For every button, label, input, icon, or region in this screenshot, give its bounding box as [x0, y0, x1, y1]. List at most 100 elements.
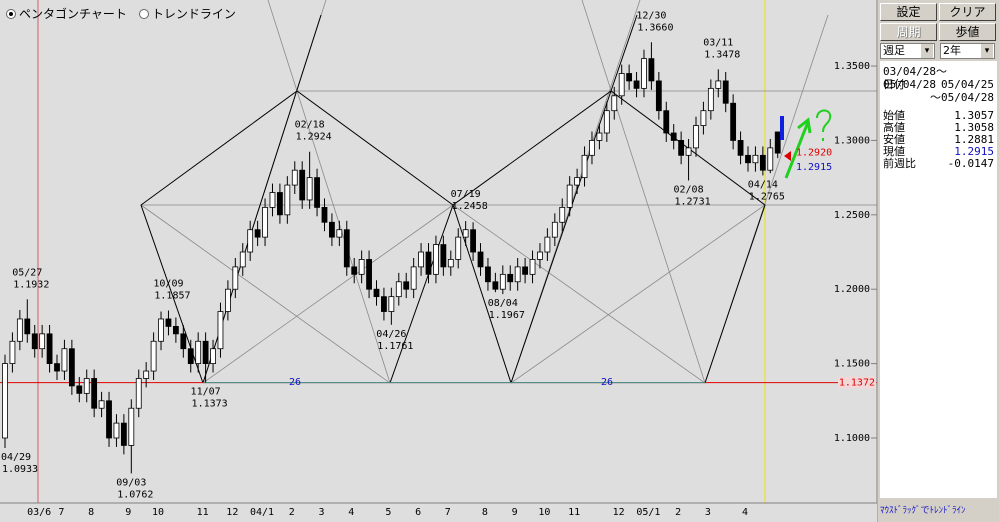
- candle-body: [210, 348, 216, 365]
- candle-body: [470, 229, 476, 253]
- y-tick-label: 1.3500: [834, 61, 870, 72]
- candle-body: [603, 110, 610, 134]
- candle-body: [76, 385, 83, 394]
- candle-body: [447, 259, 454, 268]
- candle-body: [224, 288, 231, 312]
- candle-body: [574, 177, 581, 186]
- candle-body: [596, 132, 603, 141]
- tick-button[interactable]: 歩値: [939, 23, 996, 41]
- annotation-date: 10/09: [153, 278, 183, 289]
- range: 03/04/28～05/04/28: [883, 65, 947, 91]
- price-label: 1.2915: [796, 162, 832, 173]
- date: 05/04/25: [941, 78, 994, 91]
- interval-select[interactable]: 週足: [880, 43, 935, 59]
- x-tick-label: 11: [568, 507, 580, 518]
- annotation-date: 02/18: [295, 120, 325, 131]
- candle-body: [381, 296, 387, 312]
- candle-body: [291, 169, 298, 186]
- quote-value: 1.2881: [954, 133, 994, 146]
- price-label: 1.2920: [796, 147, 832, 158]
- x-tick-label: 7: [445, 507, 451, 518]
- quote-value: -0.0147: [947, 157, 994, 170]
- candle-body: [618, 73, 625, 97]
- candle-body: [329, 221, 335, 238]
- candle-body: [247, 229, 254, 253]
- annotation-date: 05/27: [12, 267, 42, 278]
- candle-body: [670, 132, 677, 141]
- candle-body: [537, 251, 543, 260]
- candle-body: [143, 370, 150, 379]
- range-row: 03/04/28～05/04/28: [883, 65, 994, 91]
- candle-body: [440, 244, 447, 268]
- quote-label: 現値: [883, 145, 905, 158]
- x-tick-label: 4: [742, 507, 748, 518]
- x-tick-label: 10: [152, 507, 164, 518]
- radio-pentagon[interactable]: ペンタゴンチャート: [6, 5, 127, 22]
- date-label: 日付: [883, 78, 905, 91]
- candle-body: [551, 221, 558, 238]
- candles: [2, 42, 781, 474]
- candle-body: [336, 229, 343, 238]
- candle-body: [31, 333, 38, 350]
- candle-body: [351, 266, 358, 275]
- candle-body: [492, 281, 499, 290]
- x-tick-label: 12: [613, 507, 625, 518]
- candle-body: [403, 281, 410, 290]
- candle-body: [120, 422, 127, 446]
- annotation-value: 1.3660: [637, 22, 673, 33]
- annotation-value: 1.1967: [489, 310, 525, 321]
- annotation-value: 1.0933: [2, 464, 38, 475]
- side-panel: 設定 クリア 周期 歩値 週足 2年 03/04/28～05/04/28 日付0…: [878, 0, 999, 522]
- candle-body: [410, 266, 417, 290]
- span-select[interactable]: 2年: [940, 43, 995, 59]
- candle-body: [83, 378, 90, 394]
- x-tick-label: 2: [289, 507, 295, 518]
- candle-body: [514, 266, 521, 283]
- candle-body: [128, 407, 135, 446]
- radio-label[interactable]: ペンタゴンチャート: [19, 7, 127, 21]
- y-tick-label: 1.2500: [834, 210, 870, 221]
- x-tick-label: 04/1: [250, 507, 274, 518]
- quote-row: 前週比 -0.0147: [883, 157, 994, 170]
- candle-body: [767, 147, 774, 171]
- candle-body: [522, 266, 528, 275]
- candle-body: [722, 80, 729, 104]
- quote-value: 1.3057: [954, 109, 994, 122]
- candle-body: [418, 251, 424, 268]
- candle-body: [707, 87, 714, 112]
- radio-dot[interactable]: [138, 8, 149, 19]
- x-tick-label: 12: [226, 507, 238, 518]
- candle-body: [566, 184, 573, 208]
- candle-body: [358, 259, 365, 275]
- candle-body: [678, 140, 685, 156]
- y-tick-label: 1.2000: [834, 284, 870, 295]
- candle-body: [306, 177, 313, 201]
- hint: ﾏｳｽﾄﾞﾗｯｸﾞでﾄﾚﾝﾄﾞﾗｲﾝ: [880, 506, 966, 516]
- annotation-value: 1.1857: [154, 290, 190, 301]
- candle-body: [752, 154, 759, 164]
- annotation-date: 12/30: [636, 10, 666, 21]
- quote-value: 1.3058: [954, 121, 994, 134]
- candle-body: [54, 363, 60, 372]
- radio-dot[interactable]: [6, 8, 16, 19]
- radio-label[interactable]: トレンドライン: [151, 7, 236, 21]
- radio-trendline[interactable]: トレンドライン: [138, 5, 236, 22]
- candle-body: [633, 80, 640, 89]
- settings-button[interactable]: 設定: [880, 3, 937, 21]
- x-tick-label: 9: [125, 507, 131, 518]
- candle-body: [774, 131, 781, 154]
- candle-body: [485, 266, 491, 283]
- candle-body: [187, 348, 194, 365]
- candle-body: [700, 110, 707, 126]
- candle-body: [269, 192, 276, 208]
- candle-body: [277, 192, 283, 216]
- candle-body: [232, 266, 239, 290]
- x-tick-label: 3: [705, 507, 711, 518]
- clear-button[interactable]: クリア: [939, 3, 996, 21]
- candle-body: [106, 400, 112, 439]
- quote-label: 高値: [883, 121, 905, 134]
- plot-background: [0, 0, 878, 522]
- candle-body: [759, 154, 766, 171]
- annotation-date: 04/26: [376, 329, 406, 340]
- annotation-date: 04/29: [1, 452, 31, 463]
